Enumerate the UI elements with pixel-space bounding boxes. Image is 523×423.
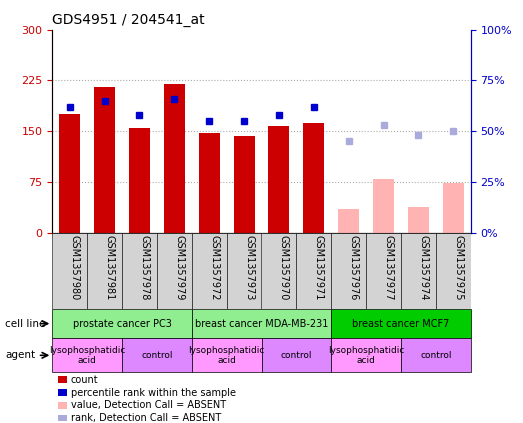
Bar [87,233,122,309]
Bar [94,87,115,233]
Bar [122,233,157,309]
Text: breast cancer MCF7: breast cancer MCF7 [353,319,450,329]
Text: GSM1357974: GSM1357974 [418,235,428,300]
Bar [199,133,220,233]
Bar [52,233,87,309]
Bar [226,233,262,309]
Bar [192,233,226,309]
Text: GSM1357977: GSM1357977 [383,235,393,300]
Text: lysophosphatidic
acid: lysophosphatidic acid [328,346,404,365]
Text: lysophosphatidic
acid: lysophosphatidic acid [49,346,126,365]
Text: cell line: cell line [5,319,46,329]
Text: lysophosphatidic
acid: lysophosphatidic acid [188,346,265,365]
Text: prostate cancer PC3: prostate cancer PC3 [73,319,172,329]
Text: GSM1357980: GSM1357980 [70,235,79,300]
Text: control: control [281,351,312,360]
Text: control: control [420,351,451,360]
Bar [408,207,429,233]
Text: control: control [141,351,173,360]
Bar [234,136,255,233]
Bar [436,233,471,309]
Bar [297,233,331,309]
Bar [331,233,366,309]
Text: GSM1357981: GSM1357981 [105,235,115,300]
Bar [443,183,464,233]
Bar [59,114,80,233]
Text: agent: agent [5,350,36,360]
Bar [373,179,394,233]
Text: GSM1357978: GSM1357978 [140,235,150,300]
Text: GSM1357975: GSM1357975 [453,235,463,300]
Bar [157,233,192,309]
Text: percentile rank within the sample: percentile rank within the sample [71,387,235,398]
Text: GSM1357973: GSM1357973 [244,235,254,300]
Text: rank, Detection Call = ABSENT: rank, Detection Call = ABSENT [71,413,221,423]
Bar [164,84,185,233]
Text: breast cancer MDA-MB-231: breast cancer MDA-MB-231 [195,319,328,329]
Text: GSM1357970: GSM1357970 [279,235,289,300]
Text: value, Detection Call = ABSENT: value, Detection Call = ABSENT [71,400,226,410]
Text: GSM1357971: GSM1357971 [314,235,324,300]
Text: GSM1357972: GSM1357972 [209,235,219,300]
Text: count: count [71,375,98,385]
Bar [303,123,324,233]
Text: GSM1357979: GSM1357979 [174,235,184,300]
Text: GDS4951 / 204541_at: GDS4951 / 204541_at [52,13,205,27]
Bar [268,126,289,233]
Bar [129,128,150,233]
Bar [401,233,436,309]
Text: GSM1357976: GSM1357976 [349,235,359,300]
Bar [338,209,359,233]
Bar [366,233,401,309]
Bar [262,233,297,309]
